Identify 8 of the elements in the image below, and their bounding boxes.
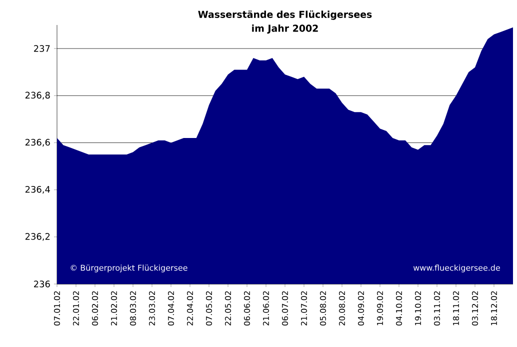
y-tick-label: 236,4	[25, 186, 50, 194]
y-tick-label: 236,6	[25, 138, 50, 147]
y-tick-label: 237	[34, 45, 50, 52]
chart-subtitle: im Jahr 2002	[252, 24, 318, 34]
y-tick-label: 236,2	[25, 233, 50, 241]
chart-title: Wasserstände des Flückigersees	[198, 10, 372, 20]
y-tick-label: 236	[34, 280, 50, 288]
y-tick-label: 236,8	[25, 92, 50, 100]
